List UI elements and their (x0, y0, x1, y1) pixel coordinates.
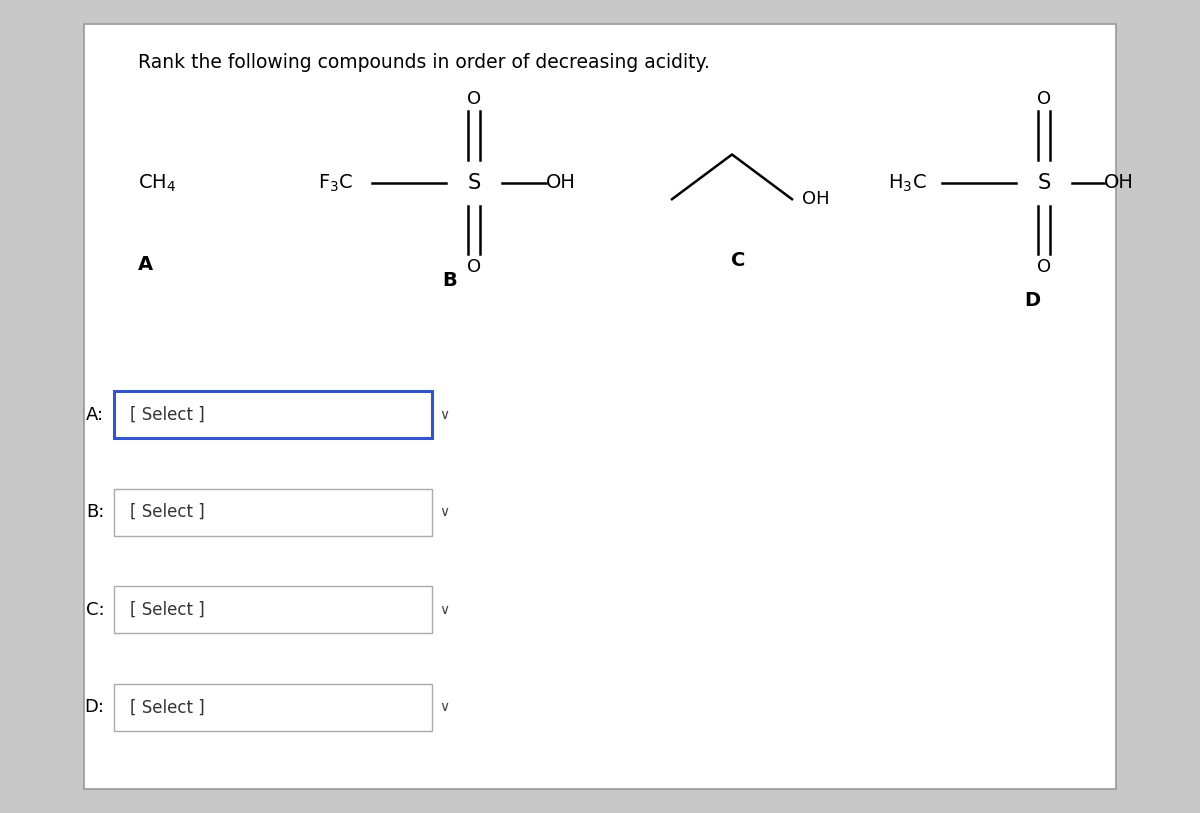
Text: A: A (138, 254, 154, 274)
Text: A:: A: (86, 406, 104, 424)
FancyBboxPatch shape (114, 586, 432, 633)
Text: OH: OH (1104, 173, 1134, 193)
Text: D:: D: (84, 698, 104, 716)
Text: Rank the following compounds in order of decreasing acidity.: Rank the following compounds in order of… (138, 53, 710, 72)
Text: F$_3$C: F$_3$C (318, 172, 353, 193)
Text: ∨: ∨ (439, 700, 449, 715)
Text: S: S (1037, 173, 1051, 193)
Text: C:: C: (85, 601, 104, 619)
Text: O: O (467, 258, 481, 276)
Text: OH: OH (546, 173, 576, 193)
Text: B: B (443, 271, 457, 290)
Text: [ Select ]: [ Select ] (130, 406, 204, 424)
Text: C: C (731, 250, 745, 270)
FancyBboxPatch shape (84, 24, 1116, 789)
Text: [ Select ]: [ Select ] (130, 601, 204, 619)
Text: H$_3$C: H$_3$C (888, 172, 926, 193)
Text: OH: OH (802, 190, 829, 208)
Text: O: O (467, 90, 481, 108)
Text: [ Select ]: [ Select ] (130, 698, 204, 716)
FancyBboxPatch shape (114, 391, 432, 438)
Text: O: O (1037, 258, 1051, 276)
Text: S: S (467, 173, 481, 193)
Text: D: D (1024, 291, 1040, 311)
Text: O: O (1037, 90, 1051, 108)
Text: ∨: ∨ (439, 602, 449, 617)
FancyBboxPatch shape (114, 684, 432, 731)
Text: ∨: ∨ (439, 407, 449, 422)
Text: [ Select ]: [ Select ] (130, 503, 204, 521)
Text: CH$_4$: CH$_4$ (138, 172, 176, 193)
FancyBboxPatch shape (114, 489, 432, 536)
Text: B:: B: (86, 503, 104, 521)
Text: ∨: ∨ (439, 505, 449, 520)
